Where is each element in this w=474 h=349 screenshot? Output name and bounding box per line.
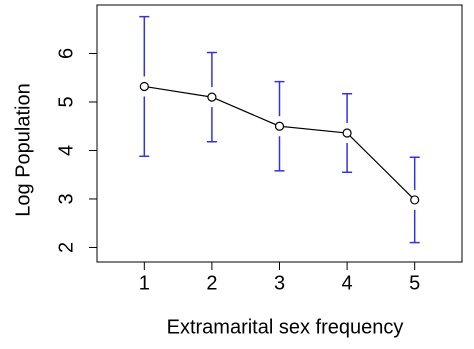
y-tick-label: 2 bbox=[55, 242, 77, 253]
plot-frame bbox=[96, 4, 463, 263]
x-axis-label: Extramarital sex frequency bbox=[167, 316, 404, 338]
x-tick-label: 2 bbox=[206, 272, 217, 294]
y-tick-label: 4 bbox=[55, 145, 77, 156]
x-tick-label: 3 bbox=[274, 272, 285, 294]
point bbox=[342, 128, 352, 138]
point bbox=[410, 195, 420, 205]
x-tick-label: 1 bbox=[139, 272, 150, 294]
point bbox=[139, 81, 149, 92]
y-tick-label: 5 bbox=[55, 96, 77, 107]
y-axis-label: Log Population bbox=[12, 83, 34, 216]
x-tick-label: 5 bbox=[409, 272, 420, 294]
y-tick-label: 3 bbox=[55, 193, 77, 204]
point bbox=[207, 92, 217, 102]
y-tick-label: 6 bbox=[55, 48, 77, 59]
point bbox=[274, 121, 285, 131]
x-tick-label: 4 bbox=[342, 272, 353, 294]
